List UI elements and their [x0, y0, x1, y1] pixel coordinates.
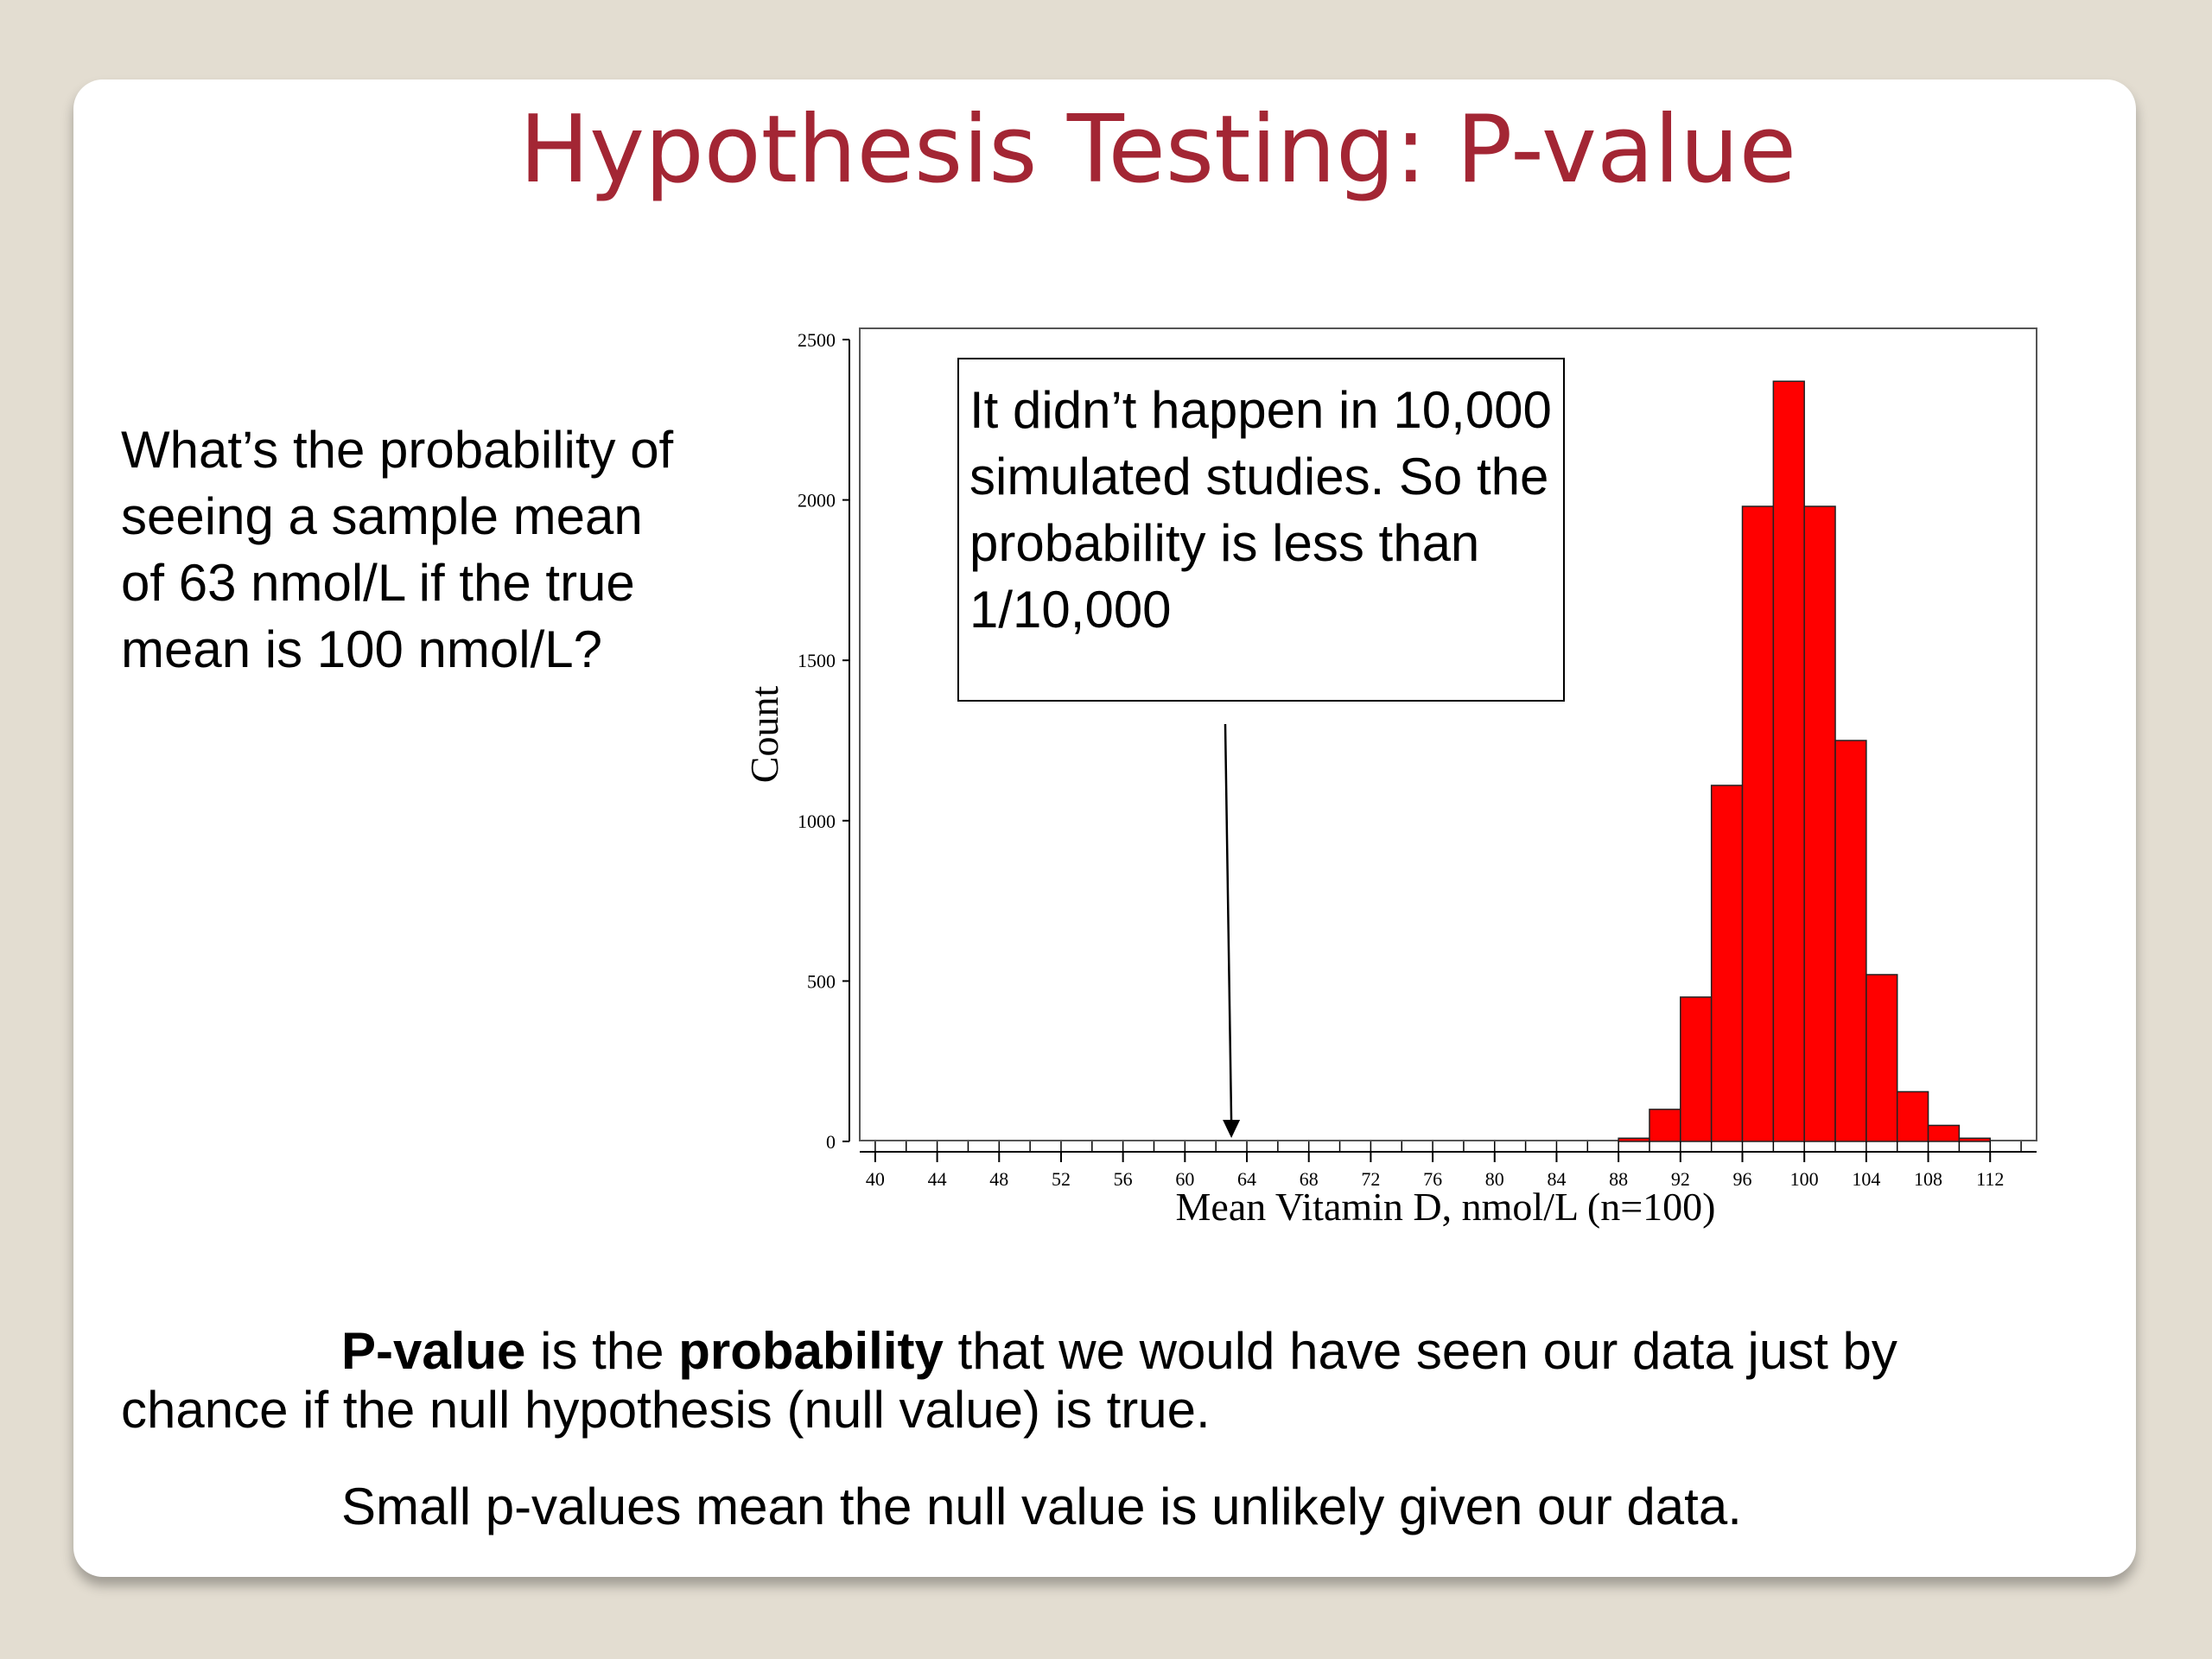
slide-title: Hypothesis Testing: P-value — [518, 96, 1797, 204]
y-axis: 0 500 1000 1500 2000 2500 — [798, 329, 850, 1153]
bars — [1618, 380, 1991, 1142]
y-axis-label: Count — [742, 686, 786, 784]
x-tick-label: 76 — [1423, 1168, 1442, 1190]
definition-part-1: is the — [525, 1322, 679, 1380]
x-tick-label: 92 — [1671, 1168, 1690, 1190]
histogram-bar — [1649, 1109, 1681, 1142]
y-tick-label: 2500 — [798, 329, 836, 351]
definition-bold-term: probability — [678, 1322, 944, 1380]
x-tick-label: 100 — [1790, 1168, 1819, 1190]
x-tick-label: 88 — [1609, 1168, 1628, 1190]
x-tick-label: 48 — [989, 1168, 1008, 1190]
x-tick-label: 84 — [1547, 1168, 1566, 1190]
definition-term: P-value — [341, 1322, 526, 1380]
x-tick-label: 60 — [1175, 1168, 1194, 1190]
y-tick-label: 1500 — [798, 650, 836, 671]
histogram-bar — [1618, 1137, 1650, 1142]
x-axis: 40 44 48 52 56 60 64 68 72 76 80 84 88 92 96 100 104 108 1… — [860, 1141, 2037, 1190]
p-value-definition: P-value is the probability that we would… — [121, 1322, 2056, 1440]
histogram-bar — [1710, 785, 1744, 1142]
histogram-bar — [1741, 505, 1775, 1142]
histogram-bar — [1803, 505, 1836, 1142]
x-tick-label: 68 — [1300, 1168, 1319, 1190]
x-tick-label: 56 — [1114, 1168, 1133, 1190]
question-text: What’s the probability of seeing a sampl… — [121, 421, 674, 678]
histogram-bar — [1896, 1090, 1929, 1142]
x-tick-label: 64 — [1237, 1168, 1256, 1190]
histogram-bar — [1866, 974, 1898, 1142]
x-tick-label: 104 — [1852, 1168, 1880, 1190]
x-tick-label: 108 — [1914, 1168, 1942, 1190]
histogram-bar — [1680, 996, 1713, 1142]
y-tick-label: 500 — [807, 970, 836, 992]
y-tick-label: 1000 — [798, 810, 836, 832]
histogram-bar — [1772, 380, 1805, 1142]
x-tick-label: 96 — [1733, 1168, 1752, 1190]
x-tick-label: 52 — [1052, 1168, 1071, 1190]
x-tick-label: 44 — [928, 1168, 947, 1190]
x-tick-label: 72 — [1361, 1168, 1380, 1190]
histogram-bar — [1927, 1124, 1961, 1142]
definition-part-2: that we would have seen our data just by… — [121, 1322, 1897, 1439]
x-tick-label: 80 — [1485, 1168, 1504, 1190]
small-p-value-note: Small p-values mean the null value is un… — [341, 1478, 1742, 1535]
annotation-box: It didn’t happen in 10,000 simulated stu… — [957, 358, 1565, 702]
plot-frame — [859, 327, 2037, 1141]
x-axis-label: Mean Vitamin D, nmol/L (n=100) — [1176, 1185, 1716, 1229]
annotation-arrow — [1224, 723, 1233, 1124]
histogram-bar — [1958, 1137, 1991, 1142]
y-tick-label: 2000 — [798, 490, 836, 512]
histogram-bar — [1834, 740, 1867, 1142]
x-tick-label: 40 — [866, 1168, 885, 1190]
x-tick-label: 112 — [1976, 1168, 2004, 1190]
annotation-arrowhead — [1223, 1120, 1241, 1138]
y-tick-label: 0 — [826, 1131, 836, 1153]
